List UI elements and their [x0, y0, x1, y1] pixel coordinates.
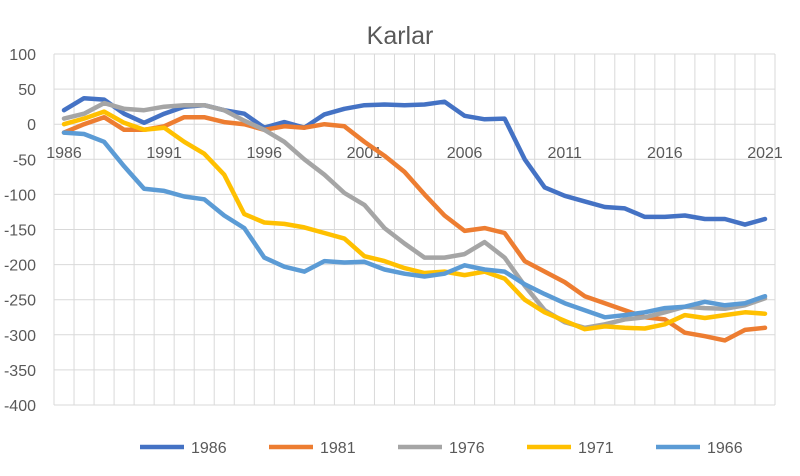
series-line-1986	[61, 95, 768, 227]
legend-label: 1966	[707, 440, 743, 457]
legend-label: 1981	[320, 440, 356, 457]
y-tick-label: -300	[4, 328, 36, 345]
x-tick-label: 2021	[747, 145, 783, 162]
y-tick-label: -150	[4, 223, 36, 240]
y-tick-label: -100	[4, 187, 36, 204]
legend: 1986 1981 1976 1971 1966	[140, 440, 743, 457]
y-tick-label: -250	[4, 293, 36, 310]
y-tick-label: 100	[9, 47, 36, 64]
legend-label: 1986	[191, 440, 227, 457]
chart-title: Karlar	[367, 22, 434, 50]
x-axis: 1986 1991 1996 2001 2006 2011 2016 2021	[46, 145, 783, 162]
y-tick-label: 50	[18, 82, 36, 99]
y-tick-label: -50	[13, 152, 36, 169]
x-tick-label: 2016	[647, 145, 683, 162]
series-line-1971	[61, 109, 768, 332]
series-line-1966	[61, 130, 768, 320]
x-tick-label: 1996	[246, 145, 282, 162]
y-tick-label: 0	[27, 117, 36, 134]
x-tick-label: 1986	[46, 145, 82, 162]
series-line-1976	[61, 100, 768, 331]
x-tick-label: 2001	[347, 145, 383, 162]
gridlines	[53, 53, 776, 406]
legend-label: 1971	[578, 440, 614, 457]
y-tick-label: -200	[4, 258, 36, 275]
y-tick-label: -350	[4, 363, 36, 380]
legend-label: 1976	[449, 440, 485, 457]
series-lines	[61, 95, 768, 343]
y-axis: -400 -350 -300 -250 -200 -150 -100 -50 0 50 100	[4, 47, 36, 415]
x-tick-label: 1991	[146, 145, 182, 162]
x-tick-label: 2011	[548, 145, 583, 162]
x-tick-label: 2006	[447, 145, 483, 162]
y-tick-label: -400	[4, 398, 36, 415]
